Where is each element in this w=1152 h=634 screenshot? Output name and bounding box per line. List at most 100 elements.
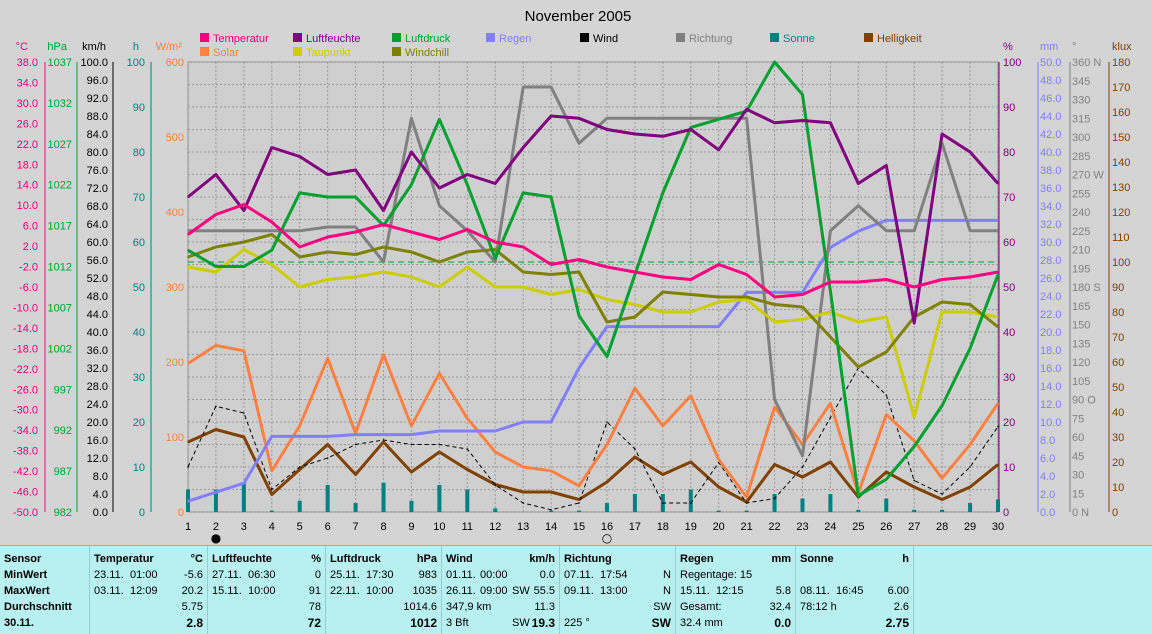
point-taupunkt — [913, 416, 916, 418]
point-solar — [662, 424, 664, 427]
summary-row: 25.11. 17:30 983 — [330, 568, 437, 583]
point-richtung — [662, 117, 664, 120]
legend-label: Solar — [213, 47, 239, 59]
point-luftfeuchte — [522, 146, 524, 149]
pressure-axis-tick: 1027 — [48, 139, 72, 151]
point-taupunkt — [745, 298, 748, 301]
point-windchill — [578, 271, 580, 273]
point-regen — [606, 325, 608, 328]
point-taupunkt — [382, 271, 385, 273]
temp-axis-tick: 26.0 — [17, 118, 38, 130]
x-tick-label: 7 — [353, 521, 359, 533]
bar-sonne — [996, 499, 1000, 512]
wind-axis-tick: 36.0 — [87, 345, 108, 357]
point-windchill — [857, 366, 860, 368]
summary-time: 01:00 — [130, 569, 158, 581]
direction-axis-tick: 360 N — [1072, 57, 1101, 69]
legend-label: Windchill — [405, 47, 449, 59]
series-line-temperatur — [187, 203, 999, 299]
x-tick-label: 13 — [517, 521, 529, 533]
summary-unit: km/h — [529, 553, 555, 565]
point-wind — [606, 421, 608, 423]
point-luftdruck — [885, 478, 888, 481]
bar-sonne — [828, 494, 833, 512]
lux-axis-tick: 110 — [1112, 232, 1130, 244]
wind-axis-tick: 100.0 — [80, 57, 108, 69]
point-regen — [689, 325, 692, 328]
point-taupunkt — [634, 303, 636, 306]
temp-axis-tick: -2.0 — [19, 262, 38, 274]
point-helligkeit — [578, 498, 580, 501]
bar-sonne — [577, 510, 582, 512]
sun-axis-tick: 100 — [127, 57, 145, 69]
point-helligkeit — [717, 486, 720, 488]
point-luftfeuchte — [941, 133, 943, 135]
point-helligkeit — [298, 468, 301, 471]
direction-axis-tick: 210 — [1072, 245, 1090, 257]
point-regen — [829, 246, 832, 249]
pressure-axis-unit: hPa — [47, 41, 67, 53]
point-wind — [662, 502, 664, 504]
legend-swatch — [293, 47, 302, 56]
point-windchill — [410, 251, 413, 253]
temp-axis-tick: 22.0 — [17, 139, 38, 151]
summary-date: 08.11. — [800, 585, 830, 597]
point-taupunkt — [410, 276, 413, 278]
point-luftdruck — [354, 196, 357, 198]
point-windchill — [326, 251, 329, 253]
summary-date: 23.11. — [94, 569, 124, 581]
x-tick-label: 15 — [573, 521, 585, 533]
rain-axis-tick: 16.0 — [1040, 363, 1061, 375]
rain-axis-tick: 34.0 — [1040, 201, 1061, 213]
point-wind — [438, 443, 441, 446]
point-luftdruck — [829, 290, 832, 292]
x-tick-label: 24 — [824, 521, 836, 533]
point-wind — [773, 497, 776, 500]
wind-axis-tick: 68.0 — [87, 201, 108, 213]
point-temperatur — [689, 278, 692, 281]
point-richtung — [270, 229, 273, 232]
summary-row: 72 — [212, 616, 321, 631]
point-luftfeuchte — [745, 108, 748, 111]
humidity-axis-tick: 90 — [1003, 102, 1015, 114]
lux-axis-tick: 70 — [1112, 332, 1124, 344]
summary-value: 2.8 — [186, 616, 203, 630]
bar-sonne — [716, 510, 721, 512]
point-luftfeuchte — [829, 121, 832, 124]
point-taupunkt — [270, 263, 273, 266]
point-wind — [354, 443, 357, 446]
point-windchill — [662, 291, 664, 293]
summary-row: 347,9 km 11.3 — [446, 600, 555, 615]
point-taupunkt — [550, 293, 552, 296]
point-helligkeit — [997, 463, 999, 466]
summary-unit: hPa — [416, 553, 437, 565]
summary-date: 09.11. — [564, 585, 594, 597]
summary-row: 1014.6 — [330, 600, 437, 615]
humidity-axis-tick: 50 — [1003, 282, 1015, 294]
point-windchill — [634, 316, 636, 318]
sun-axis-tick: 60 — [133, 237, 145, 249]
bar-sonne — [493, 508, 498, 512]
point-solar — [410, 424, 413, 427]
temp-axis-tick: -50.0 — [13, 507, 38, 519]
summary-title: Temperatur — [94, 553, 154, 565]
summary-date: 78:12 h — [800, 601, 837, 613]
wind-axis-tick: 80.0 — [87, 147, 108, 159]
summary-title: Wind — [446, 553, 473, 565]
legend-swatch — [486, 33, 495, 42]
pressure-axis-tick: 1012 — [48, 262, 72, 274]
point-taupunkt — [857, 321, 860, 323]
legend-swatch — [200, 33, 209, 42]
point-taupunkt — [689, 311, 692, 313]
point-richtung — [969, 229, 971, 232]
point-regen — [969, 219, 971, 222]
humidity-axis-tick: 0 — [1003, 507, 1009, 519]
summary-dir: SW — [512, 585, 530, 597]
rain-axis-tick: 12.0 — [1040, 399, 1061, 411]
legend-swatch — [676, 33, 685, 42]
rain-axis-tick: 50.0 — [1040, 57, 1061, 69]
summary-label: 30.11. — [4, 617, 34, 629]
summary-row: 08.11. 16:45 6.00 — [800, 584, 909, 599]
point-solar — [215, 344, 217, 347]
series-line-windchill — [187, 233, 999, 369]
